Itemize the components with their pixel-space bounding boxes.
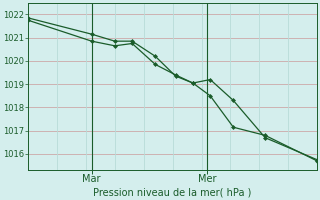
X-axis label: Pression niveau de la mer( hPa ): Pression niveau de la mer( hPa ) (93, 187, 252, 197)
